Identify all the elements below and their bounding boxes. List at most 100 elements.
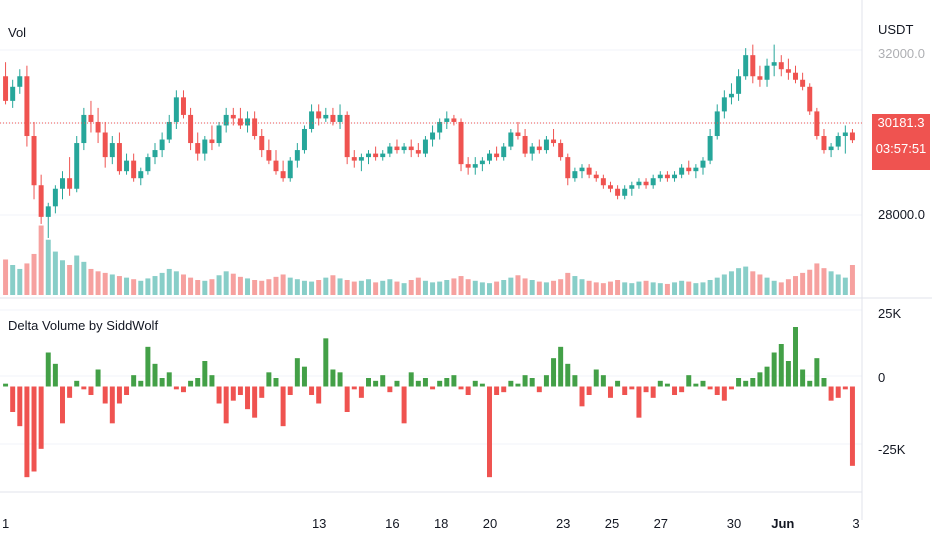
delta-bar[interactable] xyxy=(607,386,613,398)
delta-bar[interactable] xyxy=(807,380,813,387)
candle-body[interactable] xyxy=(159,139,165,151)
delta-bar[interactable] xyxy=(45,352,51,387)
delta-bar[interactable] xyxy=(572,375,578,387)
delta-bar[interactable] xyxy=(401,386,407,424)
delta-bar[interactable] xyxy=(74,380,80,387)
candle-body[interactable] xyxy=(565,157,571,179)
candle-body[interactable] xyxy=(593,174,599,179)
delta-bar[interactable] xyxy=(124,386,130,396)
candle-body[interactable] xyxy=(380,153,386,158)
delta-bar[interactable] xyxy=(280,386,286,427)
candle-body[interactable] xyxy=(501,146,507,158)
delta-bar[interactable] xyxy=(159,378,165,387)
candle-body[interactable] xyxy=(216,125,222,144)
delta-bar[interactable] xyxy=(629,386,635,390)
delta-bar[interactable] xyxy=(814,358,820,387)
candle-body[interactable] xyxy=(344,114,350,158)
candle-body[interactable] xyxy=(721,97,727,112)
delta-bar[interactable] xyxy=(800,369,806,387)
candle-body[interactable] xyxy=(152,150,158,158)
candle-body[interactable] xyxy=(366,153,371,158)
candle-body[interactable] xyxy=(522,136,528,154)
delta-bar[interactable] xyxy=(672,386,678,396)
delta-bar[interactable] xyxy=(451,375,457,387)
candle-body[interactable] xyxy=(736,76,742,94)
delta-bar[interactable] xyxy=(757,372,763,387)
delta-bar[interactable] xyxy=(131,375,137,387)
candle-body[interactable] xyxy=(309,111,315,129)
delta-bar[interactable] xyxy=(643,386,649,393)
candle-body[interactable] xyxy=(259,136,265,151)
delta-bar[interactable] xyxy=(579,386,585,407)
candle-body[interactable] xyxy=(74,143,80,189)
candle-body[interactable] xyxy=(615,188,621,196)
candle-body[interactable] xyxy=(330,114,336,122)
delta-bar[interactable] xyxy=(287,386,293,396)
delta-bar[interactable] xyxy=(686,375,692,387)
candle-body[interactable] xyxy=(771,62,777,66)
delta-bar[interactable] xyxy=(330,369,336,387)
delta-bar[interactable] xyxy=(465,386,471,396)
candle-body[interactable] xyxy=(237,118,243,126)
delta-bar[interactable] xyxy=(273,378,279,387)
delta-bar[interactable] xyxy=(479,383,485,387)
delta-bar[interactable] xyxy=(508,380,514,387)
delta-bar[interactable] xyxy=(593,369,599,387)
delta-bar[interactable] xyxy=(24,386,30,478)
candle-body[interactable] xyxy=(223,114,229,126)
candle-body[interactable] xyxy=(622,188,628,196)
candle-body[interactable] xyxy=(437,121,443,133)
delta-bar[interactable] xyxy=(828,386,834,401)
candle-body[interactable] xyxy=(472,164,478,168)
candle-body[interactable] xyxy=(757,76,763,80)
delta-bar[interactable] xyxy=(558,346,564,387)
delta-bar[interactable] xyxy=(657,380,663,387)
delta-bar[interactable] xyxy=(394,380,400,387)
candle-body[interactable] xyxy=(835,136,841,147)
candle-body[interactable] xyxy=(686,167,692,172)
delta-bar[interactable] xyxy=(366,378,371,387)
candle-body[interactable] xyxy=(102,132,108,158)
candle-body[interactable] xyxy=(785,69,791,73)
candle-body[interactable] xyxy=(807,86,813,112)
delta-bar[interactable] xyxy=(294,358,300,387)
delta-bar[interactable] xyxy=(3,383,9,387)
delta-bar[interactable] xyxy=(785,361,791,387)
delta-bar[interactable] xyxy=(259,386,265,398)
delta-bar[interactable] xyxy=(17,386,23,427)
delta-bar[interactable] xyxy=(152,363,158,387)
delta-bar[interactable] xyxy=(422,378,428,387)
delta-bar[interactable] xyxy=(636,386,642,418)
candle-body[interactable] xyxy=(529,146,535,154)
delta-bar[interactable] xyxy=(693,383,699,387)
candle-body[interactable] xyxy=(116,143,122,172)
delta-bar[interactable] xyxy=(494,386,500,396)
delta-bar[interactable] xyxy=(707,386,713,390)
delta-bar[interactable] xyxy=(458,386,464,390)
price-pane[interactable] xyxy=(3,44,855,238)
delta-bar[interactable] xyxy=(351,386,357,390)
candle-body[interactable] xyxy=(600,178,606,186)
candle-body[interactable] xyxy=(166,121,172,140)
delta-bar[interactable] xyxy=(316,386,322,404)
candle-body[interactable] xyxy=(301,128,307,151)
delta-bar[interactable] xyxy=(31,386,37,472)
candle-body[interactable] xyxy=(81,114,87,144)
delta-bar[interactable] xyxy=(323,338,329,387)
candle-body[interactable] xyxy=(572,171,578,179)
delta-indicator-label[interactable]: Delta Volume by SiddWolf xyxy=(8,318,159,333)
delta-bar[interactable] xyxy=(586,386,592,396)
delta-bar[interactable] xyxy=(650,386,656,398)
candle-body[interactable] xyxy=(778,62,784,70)
candle-body[interactable] xyxy=(358,157,364,161)
candle-body[interactable] xyxy=(479,160,485,165)
candle-body[interactable] xyxy=(408,146,414,151)
delta-bar[interactable] xyxy=(216,386,222,404)
delta-bar[interactable] xyxy=(88,386,94,396)
candle-body[interactable] xyxy=(131,160,137,179)
candle-body[interactable] xyxy=(700,160,706,168)
delta-bar[interactable] xyxy=(301,366,307,387)
candle-body[interactable] xyxy=(714,111,720,137)
candle-body[interactable] xyxy=(793,72,798,80)
delta-bar[interactable] xyxy=(849,386,855,466)
